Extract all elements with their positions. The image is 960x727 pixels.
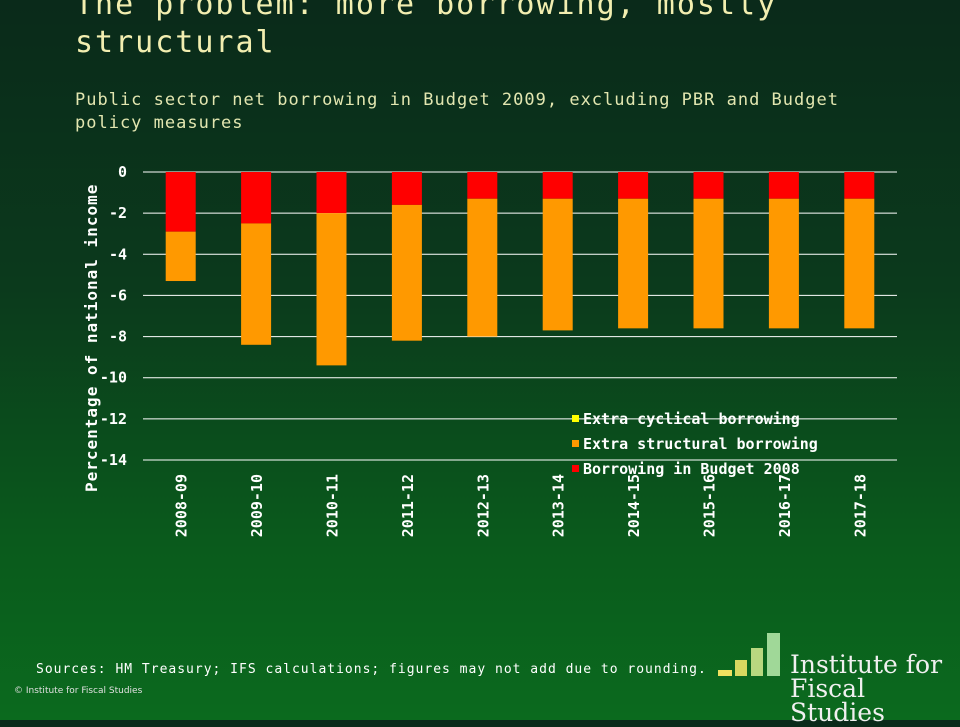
bar-segment <box>844 172 875 199</box>
x-tick-label: 2014-15 <box>625 474 643 537</box>
x-tick-label: 2017-18 <box>851 474 869 537</box>
x-tick-label: 2015-16 <box>701 474 719 537</box>
bar-segment <box>542 172 573 199</box>
x-tick-label: 2013-14 <box>550 474 568 537</box>
logo-bar-1 <box>718 670 732 676</box>
legend-label: Extra cyclical borrowing <box>583 410 800 428</box>
y-axis-label: Percentage of national income <box>82 184 101 492</box>
stacked-bar-chart: 0 -2 -4 -6 -8 -10 -12 -14 2008-09 2009-10 2010-11… <box>82 163 875 537</box>
bar-segment <box>467 172 498 199</box>
legend: Extra cyclical borrowing Extra structural… <box>572 410 818 478</box>
y-tick-label: 0 <box>118 163 127 181</box>
bar-segment <box>618 198 649 329</box>
x-tick-labels: 2008-09 2009-10 2010-11 2011-12 2012-13 2013-… <box>173 474 870 537</box>
legend-label: Borrowing in Budget 2008 <box>583 460 800 478</box>
bar-segment <box>165 231 196 282</box>
logo-text: Institute for Fiscal Studies <box>790 650 950 727</box>
chart-subtitle: Public sector net borrowing in Budget 20… <box>75 90 839 133</box>
logo-bar-4 <box>767 633 780 676</box>
bar-segment <box>844 198 875 329</box>
bar-segment <box>391 204 422 341</box>
x-tick-label: 2008-09 <box>173 474 191 537</box>
y-tick-label: -8 <box>109 328 127 346</box>
legend-label: Extra structural borrowing <box>583 435 818 453</box>
bars <box>165 172 875 366</box>
y-tick-label: -6 <box>109 286 127 304</box>
copyright-note: © Institute for Fiscal Studies <box>14 686 143 696</box>
bar-segment <box>241 172 272 224</box>
logo-bar-3 <box>751 648 763 676</box>
x-tick-label: 2009-10 <box>248 474 266 537</box>
y-tick-label: -10 <box>100 369 127 387</box>
legend-swatch <box>572 465 579 472</box>
x-tick-label: 2010-11 <box>324 474 342 537</box>
logo-bar-2 <box>735 660 747 676</box>
x-tick-label: 2012-13 <box>474 474 492 537</box>
y-tick-label: -12 <box>100 410 127 428</box>
page-title: The problem: more borrowing, mostly stru… <box>75 0 778 60</box>
legend-swatch <box>572 415 579 422</box>
x-tick-label: 2016-17 <box>776 474 794 537</box>
bar-segment <box>316 172 347 214</box>
bar-segment <box>241 223 272 345</box>
legend-swatch <box>572 440 579 447</box>
logo-line-1: Institute for <box>790 650 943 679</box>
bar-segment <box>768 172 799 199</box>
y-tick-label: -14 <box>100 451 127 469</box>
x-tick-label: 2011-12 <box>399 474 417 537</box>
bar-segment <box>618 172 649 199</box>
bar-segment <box>693 198 724 329</box>
bar-segment <box>165 172 196 232</box>
bar-segment <box>768 198 799 329</box>
bar-segment <box>542 198 573 331</box>
bar-segment <box>391 172 422 205</box>
logo-line-2: Fiscal Studies <box>790 674 885 727</box>
y-tick-labels: 0 -2 -4 -6 -8 -10 -12 -14 <box>100 163 127 469</box>
y-tick-label: -4 <box>109 245 127 263</box>
bar-segment <box>316 213 347 366</box>
bar-segment <box>693 172 724 199</box>
bar-segment <box>467 198 498 337</box>
y-tick-label: -2 <box>109 204 127 222</box>
sources-note: Sources: HM Treasury; IFS calculations; … <box>36 662 707 677</box>
